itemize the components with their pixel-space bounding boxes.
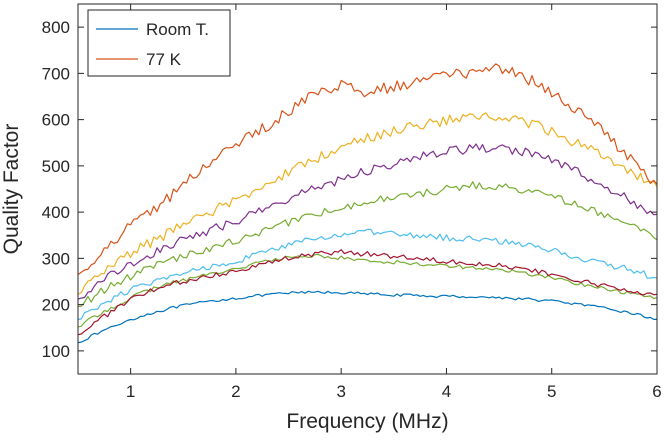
y-axis-ticks: 100 200 300 400 500 600 700 800 [42, 18, 657, 361]
y-tick-label: 100 [42, 342, 70, 361]
y-tick-label: 500 [42, 157, 70, 176]
series-line-6 [77, 143, 658, 300]
plot-frame [77, 3, 658, 375]
legend: Room T. 77 K [87, 9, 231, 77]
x-tick-label: 4 [442, 382, 451, 401]
y-tick-label: 600 [42, 111, 70, 130]
legend-box [87, 9, 231, 77]
x-tick-label: 5 [547, 382, 556, 401]
y-tick-label: 700 [42, 64, 70, 83]
y-tick-label: 300 [42, 249, 70, 268]
series-layer [77, 63, 658, 344]
y-tick-label: 200 [42, 296, 70, 315]
series-line-2 [77, 253, 658, 328]
x-axis-ticks: 1 2 3 4 5 6 [126, 4, 662, 401]
y-tick-label: 400 [42, 203, 70, 222]
series-line-1 [77, 290, 657, 344]
series-line-8 [77, 63, 658, 276]
series-line-3 [77, 249, 658, 336]
x-tick-label: 2 [231, 382, 240, 401]
x-tick-label: 3 [336, 382, 345, 401]
y-axis-label: Quality Factor [0, 124, 23, 255]
series-line-7 [77, 112, 658, 295]
x-axis-label: Frequency (MHz) [286, 410, 448, 433]
x-tick-label: 6 [652, 382, 661, 401]
x-tick-label: 1 [126, 382, 135, 401]
series-line-4 [77, 228, 658, 320]
legend-label: Room T. [146, 20, 209, 39]
series-line-5 [77, 181, 658, 308]
y-tick-label: 800 [42, 18, 70, 37]
legend-label: 77 K [146, 50, 182, 69]
